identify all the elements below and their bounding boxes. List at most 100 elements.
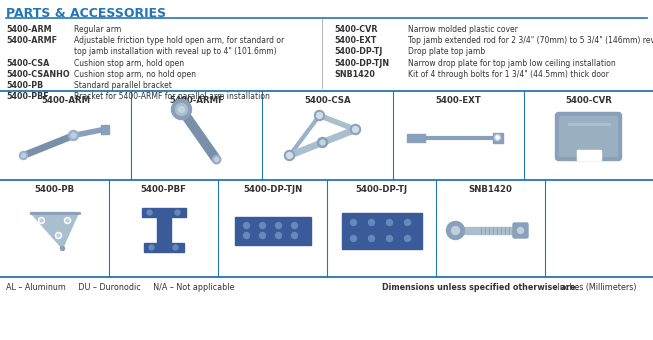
Circle shape (404, 236, 411, 241)
Bar (407, 134, 424, 141)
Text: top jamb installation with reveal up to 4" (101.6mm): top jamb installation with reveal up to … (74, 47, 277, 56)
Text: Narrow molded plastic cover: Narrow molded plastic cover (408, 25, 518, 34)
Circle shape (178, 106, 185, 113)
Text: 5400-ARMF: 5400-ARMF (6, 36, 57, 45)
Circle shape (69, 131, 78, 140)
Circle shape (494, 135, 500, 140)
Text: 5400-ARM: 5400-ARM (6, 25, 52, 34)
Circle shape (214, 157, 219, 162)
Circle shape (22, 153, 25, 157)
Text: 5400-EXT: 5400-EXT (436, 96, 481, 105)
Circle shape (65, 218, 71, 223)
Text: 5400-EXT: 5400-EXT (334, 36, 376, 45)
Bar (492, 133, 503, 142)
Circle shape (40, 219, 43, 222)
Text: SNB1420: SNB1420 (469, 185, 513, 194)
Circle shape (447, 221, 464, 239)
FancyBboxPatch shape (513, 223, 528, 238)
FancyBboxPatch shape (560, 117, 618, 156)
Text: Adjustable friction type hold open arm, for standard or: Adjustable friction type hold open arm, … (74, 36, 284, 45)
Text: Top jamb extended rod for 2 3/4" (70mm) to 5 3/4" (146mm) reveal: Top jamb extended rod for 2 3/4" (70mm) … (408, 36, 653, 45)
Circle shape (244, 233, 249, 238)
Circle shape (276, 222, 281, 228)
Circle shape (351, 236, 357, 241)
Circle shape (368, 236, 375, 241)
Text: Regular arm: Regular arm (74, 25, 121, 34)
Text: Narrow drop plate for top jamb low ceiling installation: Narrow drop plate for top jamb low ceili… (408, 58, 616, 68)
Text: 5400-ARM: 5400-ARM (41, 96, 90, 105)
Text: 5400-DP-TJN: 5400-DP-TJN (243, 185, 302, 194)
Bar (342, 212, 421, 249)
Text: 5400-CSA: 5400-CSA (6, 58, 50, 68)
Circle shape (276, 233, 281, 238)
Circle shape (317, 113, 323, 119)
Circle shape (71, 133, 76, 138)
Text: 5400-PB: 5400-PB (35, 185, 74, 194)
Text: AL – Aluminum     DU – Duronodic     N/A – Not applicable: AL – Aluminum DU – Duronodic N/A – Not a… (6, 283, 234, 292)
Circle shape (285, 151, 295, 160)
Circle shape (173, 245, 178, 250)
Text: 5400-PB: 5400-PB (6, 81, 43, 90)
Circle shape (320, 140, 325, 145)
Text: Bracket for 5400-ARMF for parallel arm installation: Bracket for 5400-ARMF for parallel arm i… (74, 92, 270, 101)
Circle shape (259, 233, 266, 238)
Text: 5400-CVR: 5400-CVR (334, 25, 377, 34)
Circle shape (317, 137, 328, 148)
Text: 5400-CSA: 5400-CSA (304, 96, 351, 105)
Text: Drop plate top jamb: Drop plate top jamb (408, 47, 485, 56)
Circle shape (61, 246, 65, 251)
Circle shape (387, 236, 392, 241)
Circle shape (315, 110, 325, 120)
Circle shape (404, 220, 411, 225)
Bar (142, 207, 185, 217)
Text: SNB1420: SNB1420 (334, 70, 375, 79)
Circle shape (291, 233, 298, 238)
Circle shape (368, 220, 375, 225)
Circle shape (212, 155, 221, 164)
Text: Cushion stop arm, no hold open: Cushion stop arm, no hold open (74, 70, 196, 79)
Bar (144, 242, 183, 252)
Text: Kit of 4 through bolts for 1 3/4" (44.5mm) thick door: Kit of 4 through bolts for 1 3/4" (44.5m… (408, 70, 609, 79)
Bar (577, 150, 601, 159)
Text: 5400-DP-TJ: 5400-DP-TJ (355, 185, 407, 194)
Circle shape (451, 226, 460, 235)
Circle shape (351, 124, 360, 135)
Circle shape (56, 233, 61, 238)
Bar (234, 217, 310, 244)
FancyBboxPatch shape (556, 113, 622, 160)
Circle shape (176, 103, 187, 116)
Circle shape (244, 222, 249, 228)
Text: 5400-DP-TJ: 5400-DP-TJ (334, 47, 383, 56)
Circle shape (353, 126, 358, 133)
Bar (101, 124, 108, 134)
Text: Cushion stop arm, hold open: Cushion stop arm, hold open (74, 58, 184, 68)
Text: 5400-CVR: 5400-CVR (565, 96, 612, 105)
Polygon shape (31, 212, 78, 249)
Text: Dimensions unless specified otherwise are:: Dimensions unless specified otherwise ar… (382, 283, 579, 292)
Text: Inches (Millimeters): Inches (Millimeters) (555, 283, 637, 292)
Text: PARTS & ACCESSORIES: PARTS & ACCESSORIES (6, 7, 166, 20)
Circle shape (57, 234, 60, 237)
Text: 5400-PBF: 5400-PBF (140, 185, 187, 194)
Circle shape (175, 210, 180, 215)
Text: 5400-DP-TJN: 5400-DP-TJN (334, 58, 389, 68)
Circle shape (517, 227, 524, 234)
Bar (157, 215, 170, 242)
Text: 5400-ARMF: 5400-ARMF (169, 96, 224, 105)
Circle shape (39, 218, 44, 223)
Bar (456, 227, 517, 234)
Circle shape (20, 152, 27, 159)
Text: Standard parallel bracket: Standard parallel bracket (74, 81, 172, 90)
Circle shape (496, 136, 499, 139)
Circle shape (287, 153, 293, 158)
Circle shape (259, 222, 266, 228)
Circle shape (147, 210, 152, 215)
Text: 5400-CSANHO: 5400-CSANHO (6, 70, 70, 79)
Text: 5400-PBF: 5400-PBF (6, 92, 48, 101)
Circle shape (387, 220, 392, 225)
Circle shape (66, 219, 69, 222)
Circle shape (351, 220, 357, 225)
Circle shape (149, 245, 154, 250)
Circle shape (291, 222, 298, 228)
Circle shape (172, 100, 191, 119)
